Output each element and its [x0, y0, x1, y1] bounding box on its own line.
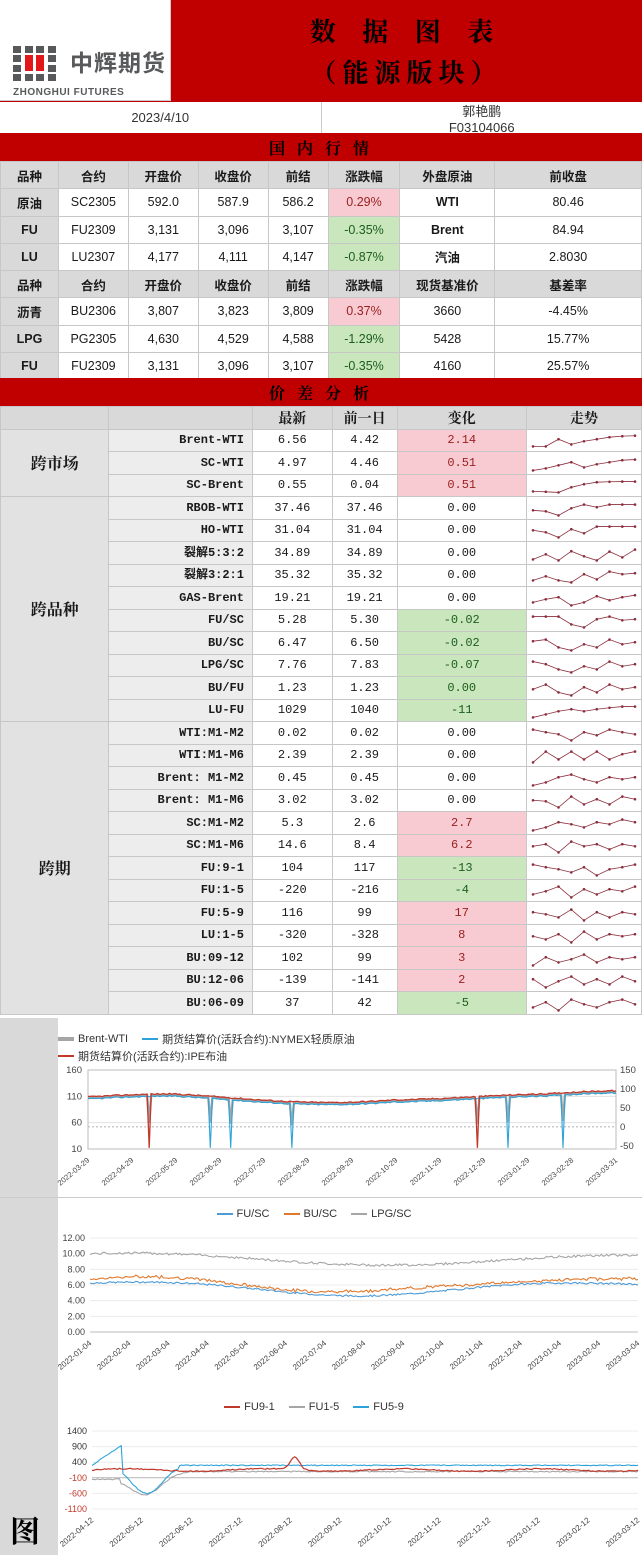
svg-text:2023-02-04: 2023-02-04 — [565, 1338, 603, 1372]
svg-text:2.00: 2.00 — [67, 1311, 85, 1321]
svg-text:2023-01-04: 2023-01-04 — [526, 1338, 564, 1372]
svg-text:-600: -600 — [69, 1488, 87, 1498]
svg-text:10: 10 — [71, 1144, 82, 1155]
svg-text:2022-10-29: 2022-10-29 — [364, 1156, 400, 1188]
svg-text:-1100: -1100 — [65, 1504, 87, 1514]
svg-text:2023-03-04: 2023-03-04 — [604, 1338, 642, 1372]
svg-text:12.00: 12.00 — [62, 1233, 85, 1243]
svg-text:2022-11-12: 2022-11-12 — [406, 1515, 443, 1548]
svg-text:2022-04-29: 2022-04-29 — [100, 1156, 136, 1188]
svg-text:6.00: 6.00 — [67, 1280, 85, 1290]
svg-text:2023-02-28: 2023-02-28 — [540, 1156, 576, 1188]
svg-text:150: 150 — [620, 1065, 636, 1076]
svg-text:2022-05-29: 2022-05-29 — [144, 1156, 180, 1188]
svg-text:50: 50 — [620, 1103, 631, 1114]
svg-text:2022-04-04: 2022-04-04 — [174, 1338, 212, 1372]
svg-text:2022-12-04: 2022-12-04 — [487, 1338, 525, 1372]
svg-text:60: 60 — [71, 1118, 82, 1129]
svg-text:2023-01-29: 2023-01-29 — [496, 1156, 532, 1188]
svg-text:2022-06-29: 2022-06-29 — [188, 1156, 224, 1188]
svg-text:2022-07-04: 2022-07-04 — [291, 1338, 329, 1372]
svg-text:2022-01-04: 2022-01-04 — [56, 1338, 94, 1372]
svg-text:2022-09-04: 2022-09-04 — [369, 1338, 407, 1372]
svg-text:2023-03-12: 2023-03-12 — [604, 1515, 642, 1549]
svg-text:-100: -100 — [69, 1473, 87, 1483]
svg-text:2022-04-12: 2022-04-12 — [58, 1515, 96, 1549]
svg-text:2022-08-04: 2022-08-04 — [330, 1338, 368, 1372]
svg-text:0: 0 — [620, 1122, 625, 1133]
svg-text:400: 400 — [72, 1457, 87, 1467]
svg-text:2022-02-04: 2022-02-04 — [95, 1338, 133, 1372]
svg-text:2022-09-12: 2022-09-12 — [306, 1515, 344, 1549]
svg-text:2022-03-04: 2022-03-04 — [134, 1338, 172, 1372]
svg-text:2022-12-29: 2022-12-29 — [452, 1156, 488, 1188]
svg-text:0.00: 0.00 — [67, 1327, 85, 1337]
svg-text:2022-08-12: 2022-08-12 — [257, 1515, 295, 1549]
svg-text:8.00: 8.00 — [67, 1264, 85, 1274]
svg-text:2022-10-12: 2022-10-12 — [356, 1515, 394, 1549]
svg-text:1400: 1400 — [67, 1426, 87, 1436]
svg-text:900: 900 — [72, 1442, 87, 1452]
svg-text:2023-01-12: 2023-01-12 — [505, 1515, 543, 1549]
svg-text:-50: -50 — [620, 1141, 634, 1152]
svg-text:2022-06-04: 2022-06-04 — [252, 1338, 290, 1372]
svg-text:2022-11-29: 2022-11-29 — [408, 1156, 443, 1188]
svg-text:2023-03-31: 2023-03-31 — [584, 1156, 620, 1188]
svg-text:2022-07-12: 2022-07-12 — [207, 1515, 245, 1549]
svg-text:100: 100 — [620, 1084, 636, 1095]
svg-text:2022-05-12: 2022-05-12 — [108, 1515, 146, 1549]
svg-text:110: 110 — [67, 1091, 82, 1102]
svg-text:10.00: 10.00 — [62, 1249, 85, 1259]
svg-text:2022-07-29: 2022-07-29 — [232, 1156, 268, 1188]
svg-text:160: 160 — [66, 1065, 82, 1076]
svg-text:2022-11-04: 2022-11-04 — [448, 1338, 485, 1371]
svg-text:2022-10-04: 2022-10-04 — [408, 1338, 446, 1372]
svg-text:2023-02-12: 2023-02-12 — [555, 1515, 593, 1549]
svg-text:2022-08-29: 2022-08-29 — [276, 1156, 312, 1188]
svg-text:2022-09-29: 2022-09-29 — [320, 1156, 356, 1188]
svg-text:4.00: 4.00 — [67, 1296, 85, 1306]
svg-text:2022-03-29: 2022-03-29 — [56, 1156, 92, 1188]
svg-text:2022-12-12: 2022-12-12 — [455, 1515, 493, 1549]
svg-text:2022-06-12: 2022-06-12 — [157, 1515, 195, 1549]
svg-text:2022-05-04: 2022-05-04 — [213, 1338, 251, 1372]
